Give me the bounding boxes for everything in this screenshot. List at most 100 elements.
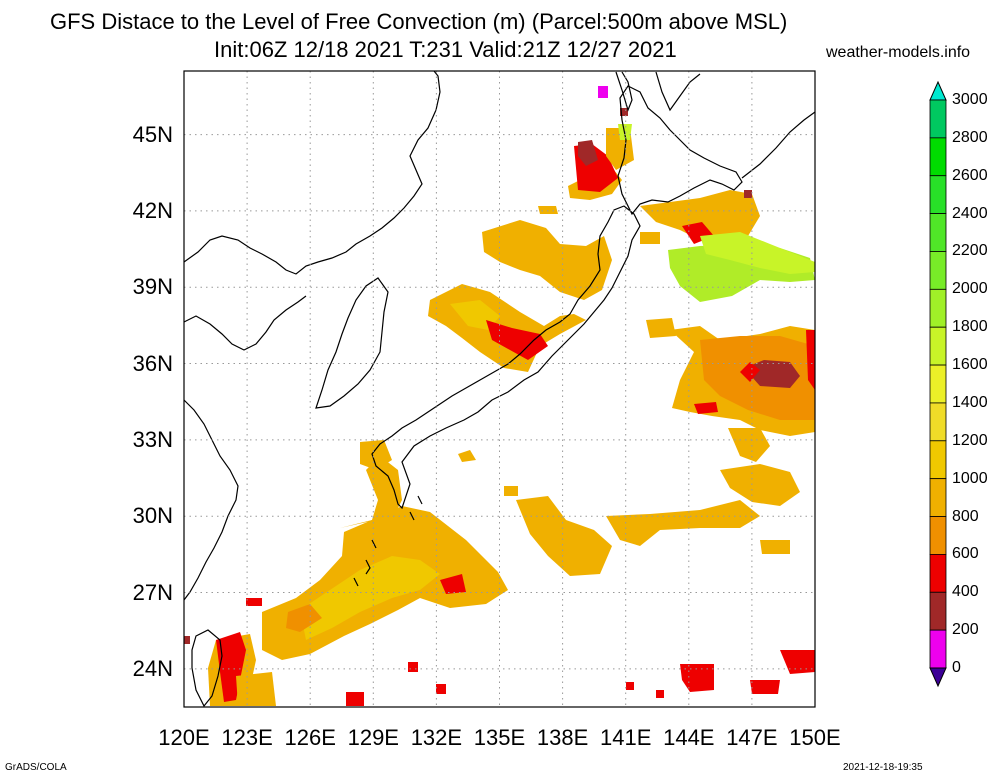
map-frame [183,70,816,708]
coastline-layer [183,70,816,708]
lfc-field-patch [504,486,518,496]
colorbar-label: 1600 [952,356,988,374]
lat-tick-label: 42N [132,197,173,223]
colorbar-segment [929,99,947,139]
lfc-field-patch [640,232,660,244]
lfc-field-patch [700,232,815,274]
colorbar-segment [929,478,947,517]
lon-tick-label: 147E [726,725,778,750]
colorbar-segment [929,288,947,328]
colorbar-label: 1800 [952,318,988,336]
lat-tick-label: 27N [132,579,173,605]
colorbar-label: 2400 [952,204,988,222]
colorbar-label: 1000 [952,469,988,487]
lat-tick-label: 45N [132,121,173,147]
coastline [409,511,415,521]
lat-tick-label: 24N [132,655,173,681]
lfc-field-patch [760,540,790,554]
lon-tick-label: 123E [221,725,273,750]
lfc-field-patch [360,440,392,470]
lon-tick-label: 129E [347,725,399,750]
coastline [183,399,239,601]
colorbar-label: 600 [952,545,979,563]
software-credit: GrADS/COLA [5,762,67,773]
colorbar-label: 1200 [952,431,988,449]
lat-tick-label: 36N [132,350,173,376]
colorbar-segment [929,402,947,442]
coastline [183,295,307,351]
coastline [655,71,701,112]
coastline [615,71,633,112]
lfc-field-layer [184,86,815,706]
colorbar-segment [929,591,947,631]
lfc-field-patch [300,556,440,640]
colorbar-segment [929,364,947,404]
lfc-field-patch [236,672,276,706]
lon-tick-label: 126E [284,725,336,750]
lfc-field-patch [780,650,815,674]
colorbar-label: 2600 [952,166,988,184]
lfc-field-patch [694,402,718,414]
colorbar-label: 400 [952,583,979,601]
colorbar-segment [929,440,947,480]
lfc-field-patch [744,360,800,388]
lfc-field-patch [458,450,476,462]
lon-tick-label: 150E [789,725,841,750]
lon-tick-label: 132E [410,725,463,750]
colorbar-segment [929,137,947,177]
chart-title: GFS Distace to the Level of Free Convect… [50,9,788,34]
coastline [365,559,371,575]
lfc-field-patch [246,598,262,606]
lfc-field-patch [408,662,418,672]
lfc-field-patch [486,320,548,360]
lat-tick-label: 39N [132,274,173,300]
graticule-layer [184,71,815,707]
coastline [315,277,389,409]
lfc-field-patch [598,86,608,98]
colorbar [929,80,947,688]
generation-timestamp: 2021-12-18-19:35 [843,762,923,773]
lfc-field-patch [740,362,760,382]
lfc-field-patch [728,428,770,462]
lon-tick-label: 120E [158,725,210,750]
colorbar-segment [929,516,947,555]
lfc-field-patch [184,636,190,644]
colorbar-label: 800 [952,507,979,525]
coastline [371,539,377,549]
chart-subtitle: Init:06Z 12/18 2021 T:231 Valid:21Z 12/2… [214,37,677,62]
lfc-field-patch [646,318,676,338]
lfc-field-patch [680,664,714,692]
lfc-field-patch [750,680,780,694]
lon-tick-label: 144E [663,725,715,750]
lon-tick-label: 135E [473,725,526,750]
lat-tick-label: 30N [132,503,173,529]
colorbar-segment [929,554,947,593]
coastline [417,495,423,505]
coastline [371,205,641,510]
colorbar-label: 1400 [952,393,988,411]
lfc-field-patch [482,220,612,300]
lfc-field-patch [436,684,446,694]
colorbar-label: 200 [952,621,979,639]
coastline [353,577,359,587]
lfc-field-patch [806,330,815,390]
colorbar-segment [929,213,947,252]
colorbar-label: 3000 [952,91,988,108]
colorbar-segment [929,251,947,290]
colorbar-label: 0 [952,659,961,676]
coastline [741,111,816,179]
colorbar-label: 2200 [952,242,988,260]
lfc-field-patch [516,496,612,576]
lfc-field-patch [656,690,664,698]
lfc-field-patch [346,692,364,706]
lfc-field-patch [744,190,752,198]
colorbar-segment [929,326,947,366]
colorbar-segment [929,629,947,669]
lfc-field-patch [538,206,558,214]
lfc-field-patch [626,682,634,690]
lfc-field-patch [640,190,760,240]
lon-tick-label: 141E [599,725,652,750]
lfc-field-patch [578,140,598,166]
lfc-field-patch [606,500,760,546]
site-credit[interactable]: weather-models.info [826,44,971,61]
